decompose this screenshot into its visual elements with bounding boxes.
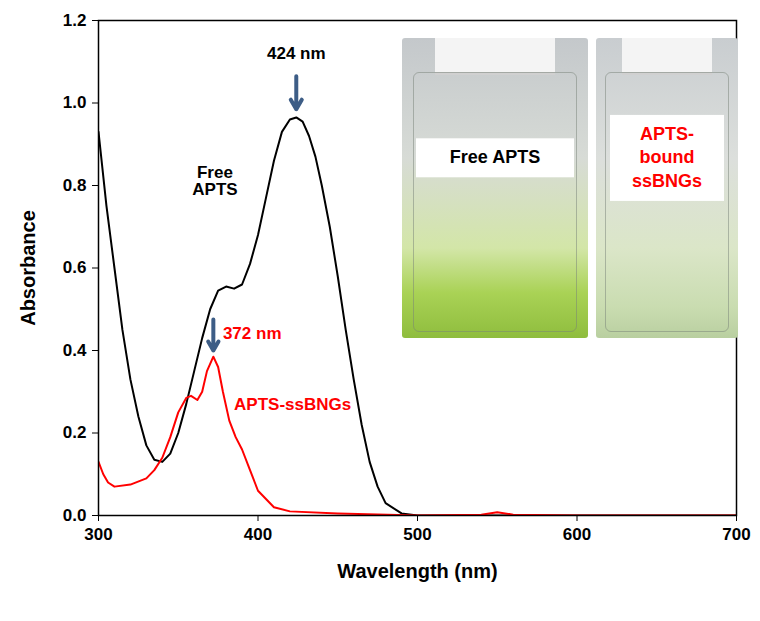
svg-text:0.0: 0.0	[63, 506, 87, 525]
html-text:APTS-bound ssBNGs: APTS-bound ssBNGs	[632, 123, 702, 191]
svg-text:700: 700	[722, 525, 750, 544]
svg-text:0.2: 0.2	[63, 423, 87, 442]
svg-text:600: 600	[563, 525, 591, 544]
svg-text:FreeAPTS: FreeAPTS	[192, 163, 237, 199]
svg-text:0.4: 0.4	[63, 341, 87, 360]
svg-text:424 nm: 424 nm	[267, 44, 326, 63]
svg-text:372 nm: 372 nm	[223, 324, 282, 343]
svg-text:0.6: 0.6	[63, 258, 87, 277]
svg-text:Wavelength (nm): Wavelength (nm)	[337, 560, 497, 582]
svg-text:1.0: 1.0	[63, 93, 87, 112]
html-text:Free APTS: Free APTS	[449, 147, 541, 168]
svg-text:300: 300	[84, 525, 112, 544]
svg-text:0.8: 0.8	[63, 176, 87, 195]
svg-text:1.2: 1.2	[63, 11, 87, 30]
svg-text:400: 400	[244, 525, 272, 544]
svg-text:APTS-ssBNGs: APTS-ssBNGs	[234, 395, 351, 414]
svg-text:500: 500	[403, 525, 431, 544]
svg-text:Absorbance: Absorbance	[17, 210, 39, 326]
